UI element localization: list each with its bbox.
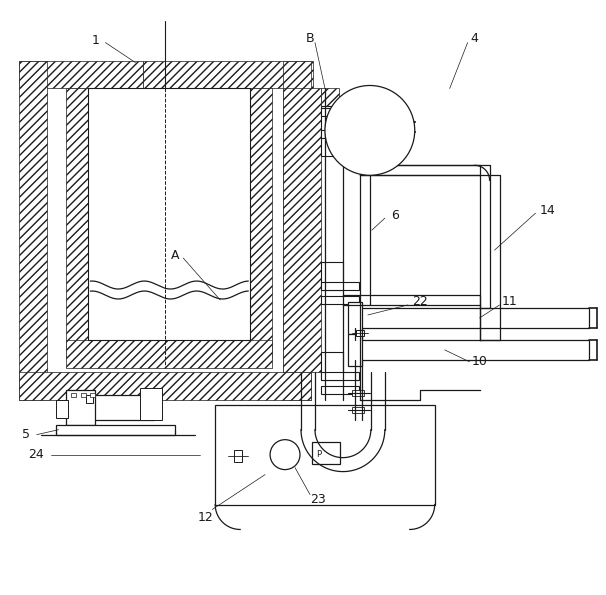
- Bar: [250, 89, 272, 358]
- Bar: [93, 394, 155, 419]
- Bar: [144, 61, 313, 89]
- Bar: [321, 134, 343, 156]
- Bar: [215, 405, 435, 505]
- Text: 14: 14: [539, 203, 555, 217]
- Bar: [355, 308, 589, 328]
- Bar: [81, 393, 85, 397]
- Bar: [87, 89, 250, 340]
- Text: 5: 5: [22, 428, 30, 441]
- Text: P: P: [316, 450, 321, 459]
- Text: C: C: [385, 112, 394, 125]
- Bar: [356, 330, 364, 336]
- Bar: [70, 393, 76, 397]
- Bar: [321, 108, 359, 117]
- Circle shape: [325, 86, 415, 176]
- Bar: [321, 296, 359, 304]
- Circle shape: [270, 440, 300, 469]
- Bar: [355, 340, 589, 360]
- Bar: [283, 61, 311, 400]
- Bar: [321, 372, 359, 380]
- Bar: [321, 262, 343, 290]
- Bar: [65, 390, 96, 425]
- Bar: [352, 390, 364, 396]
- Bar: [141, 388, 162, 419]
- Bar: [321, 130, 359, 139]
- Bar: [312, 441, 340, 464]
- Bar: [348, 302, 362, 334]
- Text: 23: 23: [310, 493, 326, 506]
- Bar: [321, 386, 359, 394]
- Text: A: A: [171, 249, 179, 262]
- Bar: [90, 393, 96, 397]
- Bar: [56, 400, 67, 418]
- Text: 22: 22: [412, 296, 428, 308]
- Bar: [321, 282, 359, 290]
- Bar: [19, 61, 47, 400]
- Bar: [85, 394, 93, 403]
- Bar: [283, 89, 321, 372]
- Text: 11: 11: [502, 296, 518, 308]
- Text: 10: 10: [471, 355, 487, 368]
- Bar: [321, 107, 343, 134]
- Bar: [56, 425, 175, 435]
- Bar: [352, 407, 364, 413]
- Bar: [234, 450, 242, 462]
- Bar: [19, 61, 144, 89]
- Bar: [348, 334, 362, 366]
- Bar: [321, 352, 343, 380]
- Bar: [321, 89, 339, 107]
- Bar: [65, 340, 272, 368]
- Text: 6: 6: [391, 209, 399, 222]
- Bar: [19, 372, 311, 400]
- Text: 4: 4: [471, 32, 479, 45]
- Bar: [65, 89, 87, 358]
- Text: 1: 1: [92, 34, 99, 47]
- Text: B: B: [305, 32, 315, 45]
- Text: 12: 12: [198, 511, 213, 524]
- Text: 24: 24: [28, 448, 44, 461]
